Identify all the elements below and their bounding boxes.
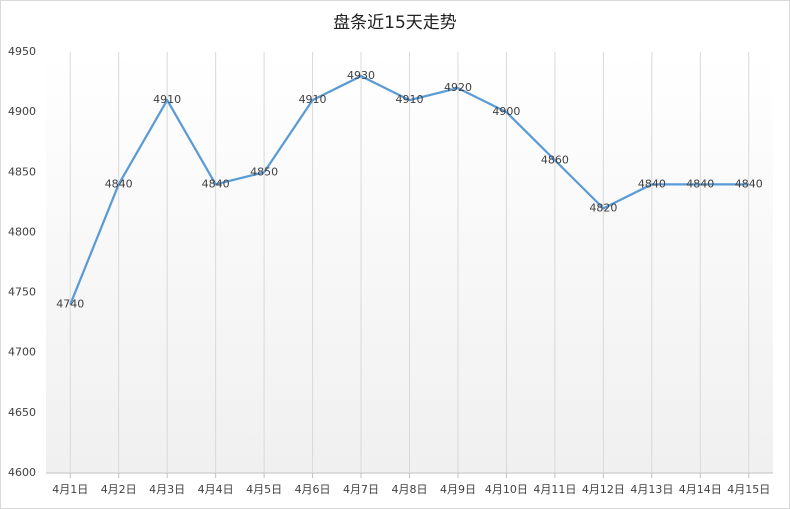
data-label: 4910 — [153, 93, 181, 106]
data-label: 4820 — [589, 201, 617, 214]
x-tick-label: 4月14日 — [679, 483, 722, 496]
data-label: 4850 — [250, 165, 278, 178]
x-tick-label: 4月10日 — [485, 483, 528, 496]
data-label: 4840 — [735, 177, 763, 190]
x-tick-label: 4月8日 — [392, 483, 428, 496]
x-tick-label: 4月3日 — [149, 483, 185, 496]
data-label: 4900 — [492, 105, 520, 118]
x-tick-label: 4月15日 — [727, 483, 770, 496]
x-tick-label: 4月1日 — [52, 483, 88, 496]
y-tick-label: 4750 — [8, 286, 36, 299]
x-tick-label: 4月9日 — [440, 483, 476, 496]
data-label: 4910 — [299, 93, 327, 106]
data-label: 4860 — [541, 153, 569, 166]
data-line — [69, 74, 749, 306]
y-tick-label: 4650 — [8, 406, 36, 419]
y-tick-label: 4950 — [8, 45, 36, 58]
y-tick-label: 4900 — [8, 105, 36, 118]
x-tick-label: 4月5日 — [246, 483, 282, 496]
x-tick-label: 4月4日 — [198, 483, 234, 496]
data-label: 4740 — [56, 298, 84, 311]
data-label: 4920 — [444, 81, 472, 94]
x-tick-label: 4月11日 — [533, 483, 576, 496]
data-label: 4840 — [202, 177, 230, 190]
data-label: 4910 — [396, 93, 424, 106]
data-label: 4840 — [105, 177, 133, 190]
data-label: 4840 — [638, 177, 666, 190]
y-tick-label: 4700 — [8, 346, 36, 359]
chart-title: 盘条近15天走势 — [333, 13, 457, 33]
data-label: 4930 — [347, 69, 375, 82]
x-tick-label: 4月13日 — [630, 483, 673, 496]
y-tick-label: 4850 — [8, 165, 36, 178]
y-tick-label: 4600 — [8, 466, 36, 479]
x-tick-label: 4月12日 — [582, 483, 625, 496]
x-tick-label: 4月2日 — [101, 483, 137, 496]
x-tick-label: 4月6日 — [295, 483, 331, 496]
data-label: 4840 — [686, 177, 714, 190]
y-tick-label: 4800 — [8, 225, 36, 238]
x-tick-label: 4月7日 — [343, 483, 379, 496]
